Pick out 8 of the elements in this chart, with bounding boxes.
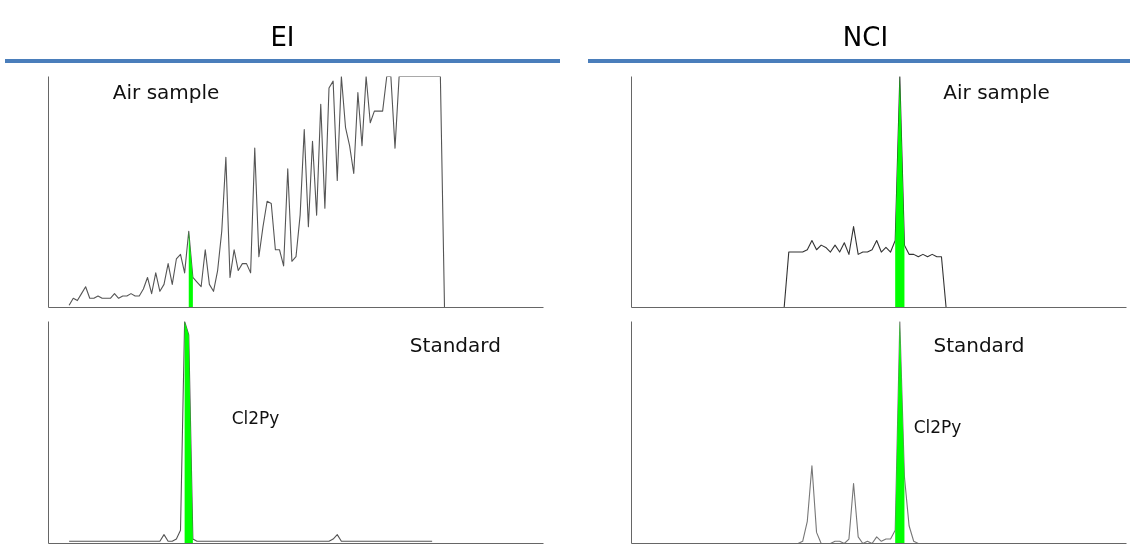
annotation: Cl2Py [231,408,280,429]
annotation: Air sample [943,80,1050,105]
chart-title: EI [270,21,295,54]
chart-title: NCI [842,21,889,54]
annotation: Standard [933,333,1025,358]
annotation: Cl2Py [913,416,962,437]
annotation: Air sample [112,80,220,105]
annotation: Standard [409,333,501,358]
